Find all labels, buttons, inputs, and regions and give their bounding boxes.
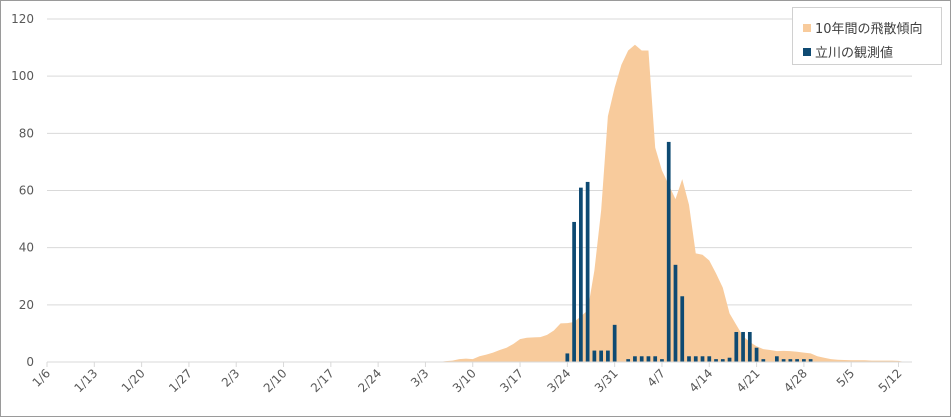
bar-observed: [747, 331, 752, 362]
bar-observed: [633, 356, 637, 362]
x-tick-label: 4/28: [781, 366, 810, 395]
x-tick-label: 1/20: [119, 366, 148, 395]
bar-observed: [687, 356, 691, 362]
bar-observed: [680, 296, 685, 362]
bar-observed: [781, 359, 786, 362]
x-tick-label: 1/6: [30, 366, 54, 390]
bar-observed: [579, 187, 583, 362]
y-tick-label: 0: [26, 355, 34, 369]
x-tick-label: 3/3: [408, 366, 432, 390]
x-tick-label: 5/12: [876, 366, 905, 395]
bar-observed: [720, 359, 725, 362]
bar-observed: [741, 331, 745, 362]
bar-observed: [646, 356, 651, 362]
x-tick-label: 4/7: [645, 366, 669, 390]
x-tick-label: 4/21: [734, 366, 763, 395]
bar-observed: [802, 359, 806, 362]
bar-observed: [599, 350, 603, 362]
y-tick-label: 40: [19, 241, 34, 255]
x-tick-label: 5/5: [834, 366, 858, 390]
bar-observed: [626, 359, 631, 362]
x-tick-label: 1/13: [71, 366, 100, 395]
bar-observed: [565, 353, 570, 362]
bar-observed: [693, 356, 698, 362]
legend-swatch-area: [803, 24, 811, 32]
legend-item-bar: 立川の観測値: [803, 42, 894, 61]
bar-observed: [761, 359, 766, 362]
bar-observed: [795, 359, 799, 362]
bar-observed: [612, 324, 617, 362]
area-series-trend: [438, 44, 906, 362]
bar-observed: [660, 359, 664, 362]
bar-observed: [666, 141, 671, 362]
x-tick-label: 4/14: [686, 366, 715, 395]
bar-observed: [754, 347, 759, 362]
bar-observed: [592, 350, 597, 362]
x-tick-label: 3/10: [450, 366, 479, 395]
x-tick-label: 2/17: [308, 366, 337, 395]
x-tick-label: 3/17: [497, 366, 526, 395]
chart-legend: 10年間の飛散傾向 立川の観測値: [792, 7, 942, 65]
y-tick-label: 100: [11, 69, 34, 83]
bar-observed: [572, 221, 576, 362]
bar-observed: [788, 359, 793, 362]
bar-observed: [673, 264, 678, 362]
bar-observed: [774, 356, 779, 362]
bar-observed: [639, 356, 644, 362]
y-tick-label: 60: [19, 184, 34, 198]
bar-observed: [606, 350, 610, 362]
x-tick-label: 2/10: [261, 366, 290, 395]
bar-observed: [808, 359, 813, 362]
bar-observed: [707, 356, 712, 362]
x-tick-label: 3/31: [592, 366, 621, 395]
legend-label-area: 10年間の飛散傾向: [815, 22, 923, 37]
x-tick-label: 3/24: [545, 366, 574, 395]
x-tick-label: 2/3: [219, 366, 243, 390]
x-tick-label: 2/24: [355, 366, 384, 395]
legend-label-bar: 立川の観測値: [815, 46, 894, 61]
legend-swatch-bar: [803, 48, 811, 56]
y-tick-label: 20: [19, 298, 34, 312]
legend-item-area: 10年間の飛散傾向: [803, 18, 923, 37]
bar-observed: [653, 356, 658, 362]
x-tick-label: 1/27: [166, 366, 195, 395]
y-tick-label: 120: [11, 12, 34, 26]
bar-observed: [734, 331, 739, 362]
bar-observed: [714, 359, 718, 362]
bar-observed: [700, 356, 705, 362]
bar-observed: [727, 357, 732, 362]
bar-observed: [585, 181, 590, 362]
y-tick-label: 80: [19, 126, 34, 140]
